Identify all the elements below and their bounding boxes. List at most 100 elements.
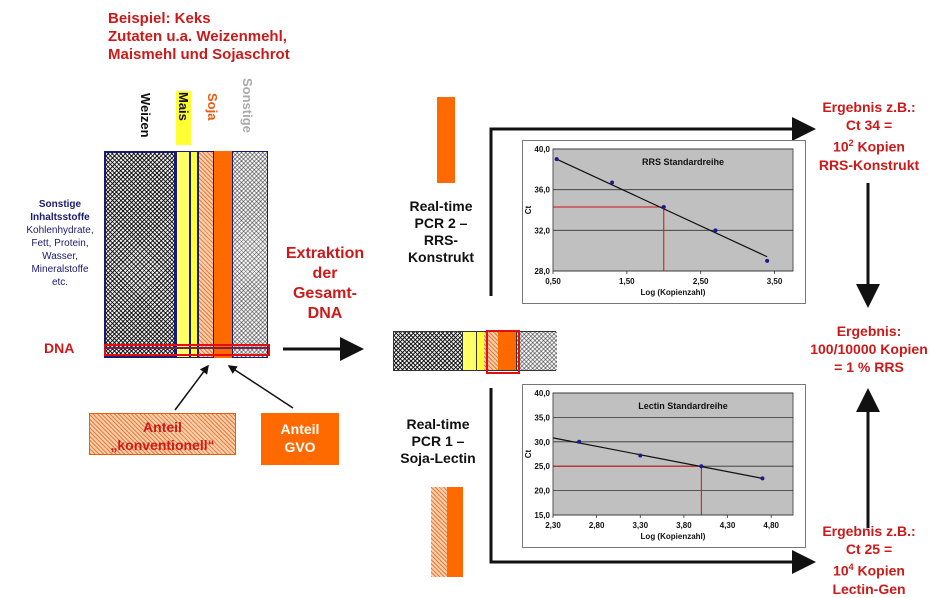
pcr1-line-3: Soja-Lectin bbox=[400, 450, 476, 466]
pcr1-probe-hatched bbox=[431, 487, 447, 577]
pcr1-probe-bar bbox=[431, 487, 463, 577]
pcr1-line-2: PCR 1 – bbox=[411, 433, 465, 449]
other-line-5: etc. bbox=[51, 277, 69, 288]
strip-weizen bbox=[394, 332, 462, 370]
result-top-line-2: Ct 34 = bbox=[845, 117, 893, 133]
anteil-conv-line-2: „konventionell“ bbox=[110, 437, 215, 453]
x-tick-label: 4,80 bbox=[763, 521, 779, 530]
plot-area bbox=[552, 392, 794, 516]
result-mid: Ergebnis: 100/10000 Kopien = 1 % RRS bbox=[806, 322, 932, 376]
mais-section-2 bbox=[190, 151, 198, 358]
soja-conventional-section bbox=[198, 151, 214, 358]
x-axis-label: Log (Kopienzahl) bbox=[641, 532, 706, 541]
result-bot-line-3: 104 Kopien bbox=[808, 558, 930, 580]
soja-highlight-box bbox=[486, 330, 520, 374]
label-soja: Soja bbox=[205, 93, 220, 121]
pcr2-line-3: RRS- bbox=[423, 232, 459, 248]
example-line-3: Maismehl und Sojaschrot bbox=[108, 46, 290, 63]
y-tick-label: 40,0 bbox=[534, 145, 550, 154]
extraction-line-4: DNA bbox=[307, 305, 343, 322]
y-tick-label: 20,0 bbox=[534, 487, 550, 496]
lectin-chart-svg: 15,0 20,0 25,0 30,0 35,0 40,0 2,30 2,80 3,30 3,80… bbox=[524, 389, 794, 541]
example-line-2: Zutaten u.a. Weizenmehl, bbox=[108, 28, 287, 45]
result-mid-line-1: Ergebnis: bbox=[836, 323, 902, 339]
result-bot-exp: 4 bbox=[848, 562, 854, 572]
result-bot-line-2: Ct 25 = bbox=[845, 541, 893, 557]
y-tick-label: 15,0 bbox=[534, 511, 550, 520]
label-mais: Mais bbox=[176, 91, 191, 145]
weizen-section bbox=[104, 151, 176, 358]
x-axis-label: Log (Kopienzahl) bbox=[641, 288, 706, 297]
data-point bbox=[554, 157, 559, 162]
y-tick-label: 32,0 bbox=[534, 226, 550, 235]
example-title: Beispiel: Keks Zutaten u.a. Weizenmehl, … bbox=[108, 10, 290, 64]
y-tick-label: 35,0 bbox=[534, 413, 550, 422]
data-point bbox=[713, 228, 718, 233]
data-point bbox=[699, 464, 704, 469]
strip-soja-gvo bbox=[498, 332, 516, 370]
arrow-bottom-bracket bbox=[489, 388, 816, 574]
extraction-text: Extraktion der Gesamt- DNA bbox=[272, 244, 378, 324]
result-top: Ergebnis z.B.: Ct 34 = 102 Kopien RRS-Ko… bbox=[808, 98, 930, 174]
strip-mais bbox=[462, 332, 477, 370]
other-title-1: Sonstige bbox=[38, 199, 82, 210]
other-title-2: Inhaltsstoffe bbox=[30, 212, 90, 223]
x-tick-label: 2,50 bbox=[693, 277, 709, 286]
y-axis-label: Ct bbox=[524, 205, 533, 214]
result-top-line-3: 102 Kopien bbox=[808, 134, 930, 156]
other-line-3: Wasser, bbox=[42, 251, 78, 262]
result-top-exp: 2 bbox=[848, 138, 854, 148]
data-point bbox=[577, 439, 582, 444]
x-tick-label: 0,50 bbox=[545, 277, 561, 286]
label-sonstige: Sonstige bbox=[240, 78, 255, 133]
anteil-gvo-box: Anteil GVO bbox=[261, 413, 339, 465]
mais-section bbox=[176, 151, 190, 358]
arrow-konv-to-block bbox=[174, 364, 209, 411]
result-bottom: Ergebnis z.B.: Ct 25 = 104 Kopien Lectin… bbox=[808, 522, 930, 598]
y-tick-label: 25,0 bbox=[534, 462, 550, 471]
data-point bbox=[638, 453, 643, 458]
result-bot-line-4: Lectin-Gen bbox=[832, 580, 906, 597]
other-line-2: Fett, Protein, bbox=[31, 238, 89, 249]
strip-sonstige bbox=[516, 332, 557, 370]
pcr1-probe-solid bbox=[447, 487, 463, 577]
result-top-base: 10 bbox=[833, 138, 849, 155]
anteil-conv-line-1: Anteil bbox=[143, 419, 182, 435]
arrow-gvo-to-block bbox=[227, 365, 294, 409]
lectin-chart: 15,0 20,0 25,0 30,0 35,0 40,0 2,30 2,80 3,30 3,80… bbox=[522, 384, 806, 548]
result-bot-base: 10 bbox=[833, 562, 849, 579]
result-top-line-4: RRS-Konstrukt bbox=[818, 156, 920, 173]
pcr2-line-2: PCR 2 – bbox=[414, 215, 468, 231]
rrs-chart-svg: 28,0 32,0 36,0 40,0 0,50 1,50 2,50 3,50 RRS Stan… bbox=[524, 145, 794, 297]
x-tick-label: 3,80 bbox=[676, 521, 692, 530]
other-line-4: Mineralstoffe bbox=[31, 264, 89, 275]
data-point bbox=[610, 180, 615, 185]
extracted-dna-strip bbox=[393, 330, 557, 374]
dna-band bbox=[104, 344, 270, 356]
y-tick-label: 36,0 bbox=[534, 186, 550, 195]
other-ingredients-text: Sonstige Inhaltsstoffe Kohlenhydrate, Fe… bbox=[20, 198, 100, 289]
soja-gvo-section bbox=[214, 151, 232, 358]
arrow-top-bracket bbox=[489, 117, 816, 296]
composition-block bbox=[104, 151, 270, 358]
extraction-line-1: Extraktion bbox=[285, 245, 365, 262]
data-point bbox=[760, 476, 765, 481]
y-tick-label: 30,0 bbox=[534, 438, 550, 447]
anteil-gvo-line-2: GVO bbox=[284, 439, 316, 455]
extraction-line-3: Gesamt- bbox=[292, 285, 358, 302]
result-mid-line-2: 100/10000 Kopien bbox=[810, 341, 928, 357]
x-tick-label: 3,50 bbox=[767, 277, 783, 286]
y-tick-label: 28,0 bbox=[534, 267, 550, 276]
result-bot-line-1: Ergebnis z.B.: bbox=[822, 523, 916, 539]
result-top-rest: Kopien bbox=[853, 138, 905, 155]
y-axis-label: Ct bbox=[524, 449, 533, 458]
other-line-1: Kohlenhydrate, bbox=[26, 225, 94, 236]
anteil-conventional-box: Anteil „konventionell“ bbox=[89, 413, 236, 455]
data-point bbox=[765, 258, 770, 263]
anteil-gvo-line-1: Anteil bbox=[280, 421, 320, 437]
pcr1-line-1: Real-time bbox=[406, 416, 470, 432]
chart-title: RRS Standardreihe bbox=[642, 157, 724, 167]
example-line-1: Beispiel: Keks bbox=[108, 10, 211, 27]
dna-label: DNA bbox=[44, 340, 75, 356]
extraction-line-2: der bbox=[312, 265, 338, 282]
